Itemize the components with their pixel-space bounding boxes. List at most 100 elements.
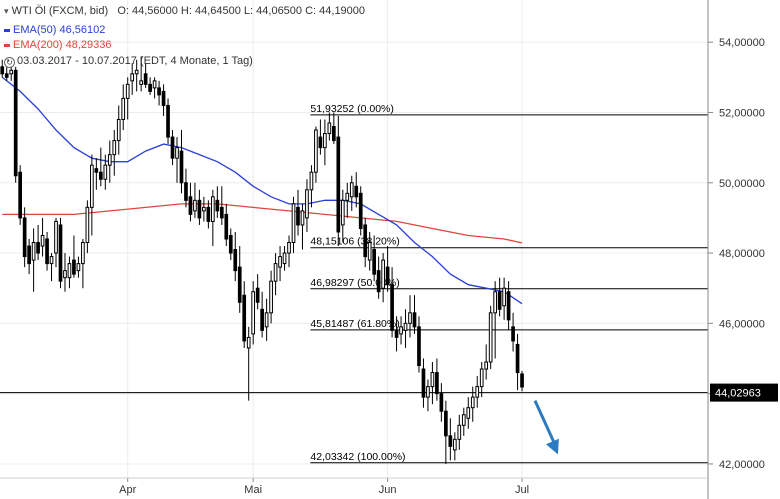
candle-body	[430, 372, 435, 388]
candle-body	[184, 182, 188, 201]
candle-body	[327, 122, 332, 135]
candle-body	[358, 192, 363, 229]
candle	[296, 189, 300, 236]
candle	[237, 246, 242, 313]
candle	[439, 383, 444, 422]
candle-body	[309, 171, 314, 191]
candle-body	[452, 438, 457, 451]
candle-body	[439, 393, 444, 412]
candle	[193, 182, 197, 218]
candle-body	[520, 373, 524, 388]
candle-body	[399, 326, 403, 335]
candle	[305, 179, 309, 232]
candle	[412, 295, 417, 334]
candle	[385, 246, 390, 292]
candle-body	[134, 69, 139, 75]
candle	[148, 77, 152, 95]
candle-body	[224, 213, 229, 240]
candle	[206, 200, 211, 229]
candle-body	[219, 206, 224, 219]
candle	[314, 126, 318, 183]
candle-body	[139, 80, 143, 85]
candle-body	[90, 164, 94, 208]
candle-body	[157, 87, 161, 96]
fib-label: 42,03342 (100.00%)	[310, 451, 405, 463]
candle-body	[291, 203, 296, 244]
candle-body	[511, 326, 515, 342]
candle	[116, 105, 121, 155]
y-tick-label: 48,00000	[719, 248, 765, 260]
candle-body	[457, 424, 462, 440]
candle	[22, 207, 27, 268]
candle-body	[202, 206, 206, 212]
candle-body	[170, 136, 175, 159]
legend-collapse-icon[interactable]: ▾	[4, 6, 9, 16]
candle-body	[417, 326, 421, 367]
candle-body	[13, 69, 18, 177]
candle-body	[103, 164, 108, 180]
ohlc-values: O: 44,56000 H: 44,64500 L: 44,06500 C: 4…	[117, 5, 366, 17]
candle	[327, 112, 332, 141]
legend-ema50[interactable]: EMA(50) 46,56102	[4, 24, 105, 36]
candle	[98, 147, 103, 187]
legend-ema200[interactable]: EMA(200) 48,29336	[4, 39, 111, 51]
candle-body	[466, 407, 471, 419]
candle-body	[175, 147, 179, 159]
candle	[394, 316, 399, 352]
candle-body	[228, 234, 233, 254]
candle-body	[287, 242, 291, 254]
candle-body	[493, 291, 497, 314]
candle-body	[278, 256, 282, 268]
candle	[36, 224, 40, 261]
y-tick-label: 54,00000	[719, 37, 765, 49]
candle-body	[107, 154, 112, 166]
candle-body	[381, 259, 385, 289]
candle	[179, 130, 184, 194]
candle	[506, 281, 511, 331]
candle	[175, 137, 179, 183]
candle-body	[305, 189, 309, 219]
candle-body	[67, 263, 72, 279]
candle	[85, 200, 90, 254]
candle-body	[179, 150, 184, 184]
candle	[45, 231, 49, 271]
date-range-text: 03.03.2017 - 10.07.2017 (EDT, 4 Monate, …	[17, 55, 253, 67]
candle	[157, 80, 161, 106]
candle	[515, 333, 520, 391]
candle	[511, 312, 515, 352]
candle	[497, 277, 502, 317]
candle-body	[98, 171, 103, 180]
candle	[318, 119, 323, 155]
current-price-box	[710, 383, 778, 402]
candle-body	[22, 217, 27, 258]
candle	[273, 253, 278, 296]
ema200-swatch	[4, 43, 10, 47]
fib-label: 45,81487 (61.80%)	[310, 318, 399, 330]
candle	[143, 63, 148, 88]
candle-body	[421, 368, 426, 398]
candle	[27, 239, 31, 275]
candle-body	[269, 280, 273, 314]
candle	[336, 115, 341, 247]
candle-body	[318, 136, 323, 149]
candle	[197, 189, 202, 225]
candle	[475, 376, 480, 408]
candle	[255, 274, 260, 310]
candle	[269, 270, 273, 324]
candle	[31, 228, 36, 292]
candle-body	[45, 238, 49, 265]
candle	[520, 370, 524, 392]
candle-body	[27, 245, 31, 265]
candle	[435, 358, 439, 401]
candle-body	[282, 252, 287, 265]
candle	[170, 130, 175, 166]
candle	[184, 168, 188, 208]
candle-body	[58, 224, 63, 282]
candle-body	[36, 242, 40, 254]
candle	[152, 77, 157, 99]
ema200-layer	[2, 203, 523, 244]
candle-body	[408, 312, 412, 324]
fib-label: 51,93252 (0.00%)	[310, 103, 393, 115]
candle-body	[323, 133, 327, 149]
candle	[112, 130, 117, 176]
